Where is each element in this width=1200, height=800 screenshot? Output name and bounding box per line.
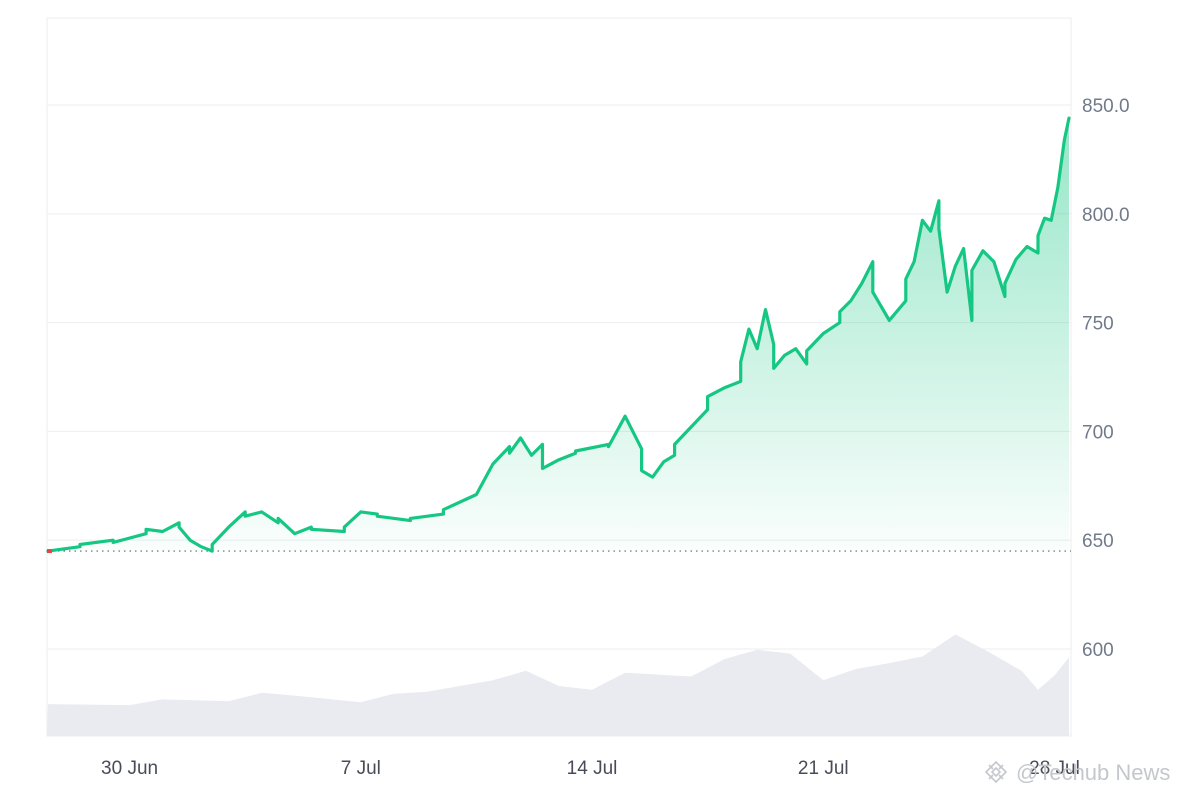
y-tick-label-3: 750 <box>1082 314 1114 335</box>
y-tick-label-1: 650 <box>1082 531 1114 552</box>
y-tick-label-2: 700 <box>1082 422 1114 443</box>
price-area-group <box>48 118 1069 552</box>
x-axis-ticks: 30 Jun 7 Jul 14 Jul 21 Jul 28 Jul <box>101 758 1080 779</box>
watermark-text: @Techub News <box>1016 760 1170 785</box>
start-marker <box>47 549 52 554</box>
x-tick-label-3: 21 Jul <box>798 758 849 779</box>
y-tick-label-5: 850.0 <box>1082 96 1130 117</box>
watermark-logo-icon <box>984 760 1008 784</box>
y-axis-ticks: 600 650 700 750 800.0 850.0 <box>1082 96 1130 661</box>
x-tick-label-2: 14 Jul <box>567 758 618 779</box>
x-tick-label-0: 30 Jun <box>101 758 158 779</box>
watermark: @Techub News <box>984 760 1170 785</box>
y-tick-label-4: 800.0 <box>1082 205 1130 226</box>
x-tick-label-4: 28 Jul <box>1029 758 1080 779</box>
volume-area-group <box>47 634 1069 736</box>
price-area <box>48 118 1069 552</box>
volume-area <box>47 634 1069 736</box>
x-tick-label-1: 7 Jul <box>341 758 381 779</box>
price-line <box>46 116 1071 553</box>
price-line-group <box>46 116 1071 554</box>
y-tick-label-0: 600 <box>1082 640 1114 661</box>
